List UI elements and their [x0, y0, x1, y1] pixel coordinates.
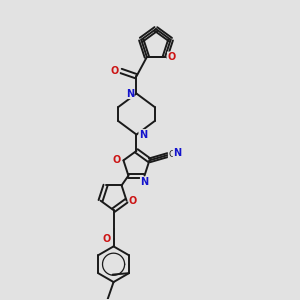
Text: O: O [167, 52, 176, 62]
Text: O: O [129, 196, 137, 206]
Text: C: C [168, 150, 175, 159]
Text: O: O [103, 234, 111, 244]
Text: N: N [126, 88, 134, 98]
Text: N: N [173, 148, 181, 158]
Text: N: N [139, 130, 147, 140]
Text: O: O [113, 155, 121, 165]
Text: O: O [111, 66, 119, 76]
Text: N: N [140, 177, 148, 187]
